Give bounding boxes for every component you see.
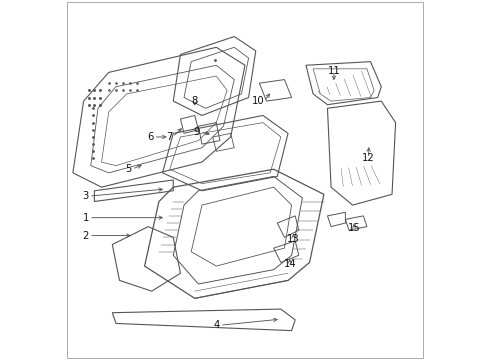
Text: 3: 3 bbox=[83, 191, 89, 201]
Text: 7: 7 bbox=[166, 132, 172, 142]
Text: 12: 12 bbox=[362, 153, 375, 163]
Text: 14: 14 bbox=[284, 259, 296, 269]
Text: 13: 13 bbox=[287, 234, 300, 244]
Text: 9: 9 bbox=[194, 127, 200, 136]
Text: 15: 15 bbox=[348, 224, 361, 233]
Text: 4: 4 bbox=[214, 320, 220, 330]
Text: 2: 2 bbox=[83, 231, 89, 240]
Text: 6: 6 bbox=[147, 132, 153, 142]
Text: 10: 10 bbox=[251, 96, 264, 106]
Text: 11: 11 bbox=[327, 66, 341, 76]
Text: 1: 1 bbox=[83, 213, 89, 222]
Text: 8: 8 bbox=[192, 96, 198, 106]
Text: 5: 5 bbox=[125, 164, 132, 174]
